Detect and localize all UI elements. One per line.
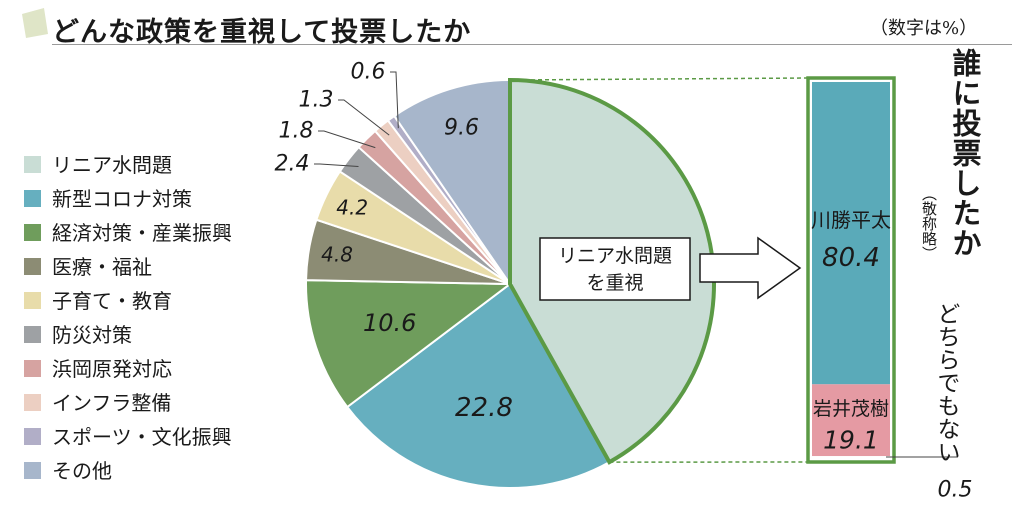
callout-frame <box>539 237 691 301</box>
bar-value-label: 80.4 <box>822 243 880 273</box>
legend-swatch <box>24 462 41 479</box>
vote-note: （敬称略） <box>920 186 938 261</box>
bar-segment <box>812 384 890 457</box>
vote-title: 誰に投票したか <box>948 48 982 258</box>
pie-slice <box>345 282 611 489</box>
legend-label: 新型コロナ対策 <box>52 187 192 211</box>
data-label: 2.4 <box>275 152 310 177</box>
data-label: 10.6 <box>363 309 416 337</box>
data-label: 4.2 <box>336 195 368 219</box>
bar-segment <box>812 456 890 458</box>
chart-title: どんな政策を重視して投票したか <box>52 17 472 48</box>
data-label: 1.8 <box>279 119 314 144</box>
bar-segment-label: 川勝平太 <box>811 208 891 232</box>
title-bar: どんな政策を重視して投票したか （数字は%） <box>0 0 1024 60</box>
bar-segment <box>812 82 890 385</box>
arrow-icon <box>699 236 802 300</box>
leader-line <box>338 99 390 136</box>
legend-swatch <box>24 394 41 411</box>
bar-frame <box>806 76 896 464</box>
legend-label: インフラ整備 <box>52 391 172 415</box>
leader-line <box>390 71 399 129</box>
pie-slice <box>305 279 513 409</box>
callout-line-2: を重視 <box>586 272 643 294</box>
data-label: 1.3 <box>299 88 334 113</box>
legend-swatch <box>24 326 41 343</box>
legend-swatch <box>24 258 41 275</box>
bar-value-label: 19.1 <box>823 426 879 455</box>
legend-label: 医療・福祉 <box>52 255 152 279</box>
legend-swatch <box>24 156 41 173</box>
legend-label: 防災対策 <box>52 323 132 347</box>
title-rule <box>52 44 1012 45</box>
unit-note: （数字は%） <box>870 18 978 39</box>
data-label: 0.6 <box>351 60 386 85</box>
pie-slice <box>392 78 511 288</box>
leader-line <box>318 130 376 149</box>
legend-swatch <box>24 428 41 445</box>
highlight-outline <box>508 77 716 465</box>
legend-swatch <box>24 224 41 241</box>
legend-swatch <box>24 360 41 377</box>
data-label: 4.8 <box>321 242 353 266</box>
legend-swatch <box>24 292 41 309</box>
legend-label: リニア水問題 <box>52 153 172 177</box>
connector-line <box>509 77 809 81</box>
bar-value-label: 0.5 <box>938 478 973 503</box>
legend-swatch <box>24 190 41 207</box>
legend-label: 子育て・教育 <box>52 289 172 313</box>
legend-label: スポーツ・文化振興 <box>52 425 232 449</box>
title-decoration-icon <box>22 8 48 38</box>
legend-label: その他 <box>52 459 112 483</box>
neither-label: どちらでもない <box>933 302 959 463</box>
data-label: 9.6 <box>444 116 479 141</box>
legend-label: 浜岡原発対応 <box>52 357 172 381</box>
bar-segment-label: 岩井茂樹 <box>813 398 889 420</box>
callout-line-1: リニア水問題 <box>558 245 672 267</box>
data-label: 22.8 <box>455 393 513 423</box>
leader-line <box>314 163 359 167</box>
legend-label: 経済対策・産業振興 <box>52 221 232 245</box>
